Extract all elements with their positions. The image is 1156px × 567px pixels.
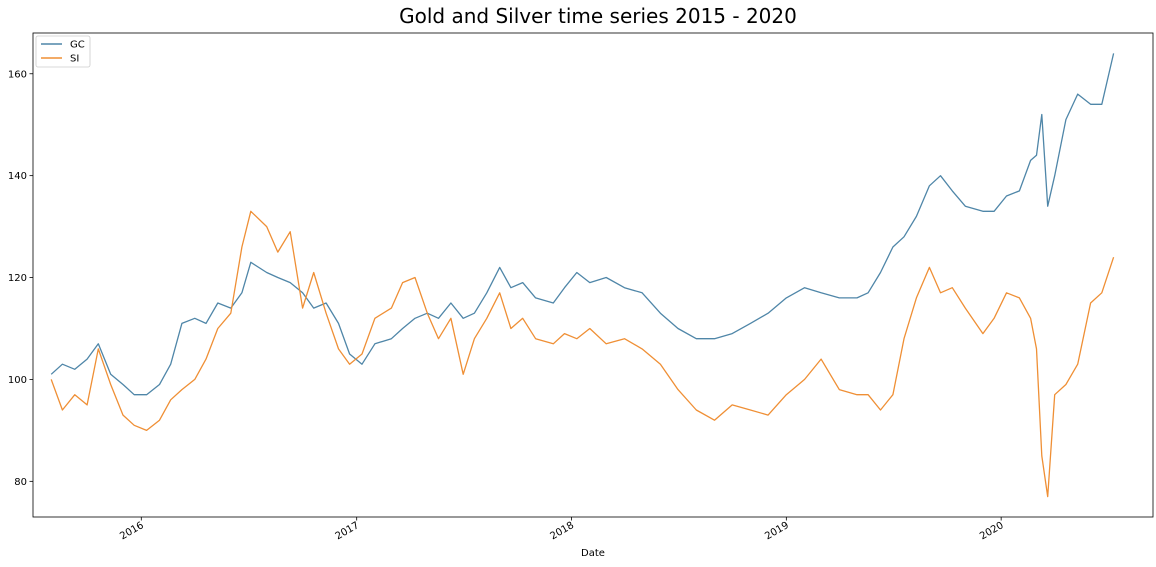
legend-label-gc: GC: [70, 40, 85, 51]
y-tick-label: 80: [14, 477, 27, 488]
x-tick-label: 2020: [978, 520, 1006, 542]
plot-area: [32, 32, 1154, 518]
series-layer: [50, 53, 1115, 498]
y-axis: 80 100 120 140 160: [8, 69, 33, 488]
series-line-gc: [50, 53, 1115, 396]
y-tick-label: 100: [8, 375, 27, 386]
y-tick-label: 140: [8, 171, 27, 182]
x-tick-label: 2019: [763, 520, 791, 542]
legend-label-si: SI: [70, 54, 79, 65]
x-axis: 2016 2017 2018 2019 2020: [118, 517, 1006, 542]
y-tick-label: 120: [8, 273, 27, 284]
x-axis-label: Date: [581, 548, 605, 559]
plot-frame: [32, 32, 1154, 518]
x-tick-label: 2016: [118, 520, 146, 542]
chart-title: Gold and Silver time series 2015 - 2020: [399, 4, 797, 28]
series-line-si: [50, 210, 1115, 498]
legend: GC SI: [35, 35, 91, 68]
y-tick-label: 160: [8, 69, 27, 80]
x-tick-label: 2017: [334, 520, 362, 542]
x-tick-label: 2018: [548, 520, 576, 542]
